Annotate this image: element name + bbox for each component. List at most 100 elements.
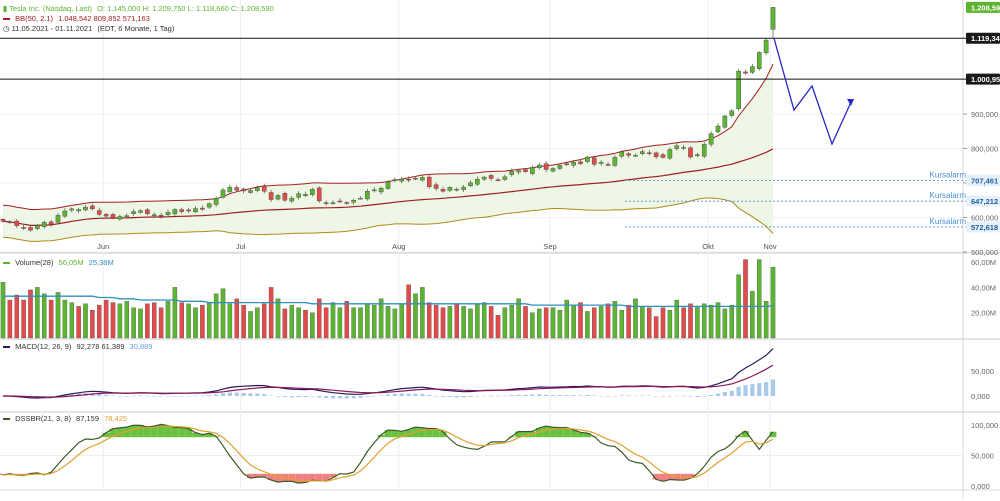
candle-body: [407, 179, 411, 180]
macd-histogram-bar: [503, 396, 507, 397]
candle-body: [338, 201, 342, 202]
macd-values: 92,278 61,389: [76, 342, 124, 351]
volume-bar: [372, 305, 376, 338]
macd-histogram-bar: [42, 396, 46, 397]
macd-histogram-bar: [551, 395, 555, 396]
candle-body: [606, 164, 610, 165]
volume-bar: [379, 299, 383, 338]
macd-histogram-bar: [310, 396, 314, 397]
volume-bar: [242, 305, 246, 338]
macd-histogram-bar: [303, 396, 307, 397]
macd-histogram-bar: [668, 396, 672, 397]
macd-histogram-bar: [771, 379, 775, 396]
month-label: Nov: [763, 242, 777, 251]
month-label: Jul: [236, 242, 246, 251]
macd-histogram-bar: [372, 396, 376, 397]
dss-icon: [3, 418, 10, 420]
price-tick-label: 600,000: [971, 213, 998, 222]
candle-body: [599, 162, 603, 163]
month-label: Jun: [97, 242, 109, 251]
macd-histogram-bar: [482, 396, 486, 397]
candle-body: [83, 207, 87, 210]
period-detail: (EDT, 6 Monate, 1 Tag): [97, 24, 174, 33]
macd-histogram-bar: [317, 396, 321, 397]
alarm2-tag: 647,212: [971, 197, 998, 206]
candle-body: [1, 219, 5, 221]
alarm-label: Kursalarm: [930, 217, 967, 226]
candle-body: [372, 190, 376, 191]
macd-histogram-bar: [510, 395, 514, 396]
volume-bar: [49, 300, 53, 338]
macd-histogram-bar: [675, 396, 679, 397]
candle-body: [661, 155, 665, 158]
volume-bar: [482, 303, 486, 338]
volume-bar: [111, 303, 115, 338]
macd-histogram-bar: [145, 396, 149, 397]
dss-oversold-fill: [309, 474, 316, 480]
candle-body: [193, 209, 197, 212]
candle-body: [709, 134, 713, 145]
volume-bar: [496, 315, 500, 338]
volume-bar: [613, 301, 617, 338]
macd-histogram-bar: [764, 382, 768, 396]
candle-body: [592, 158, 596, 164]
volume-bar: [599, 306, 603, 338]
volume-tick-label: 20,00M: [971, 309, 996, 318]
candle-body: [118, 216, 122, 219]
volume-bar: [510, 305, 514, 338]
candle-body: [8, 222, 12, 223]
macd-histogram-bar: [97, 394, 101, 396]
volume-bar: [193, 308, 197, 338]
candle-body: [214, 198, 218, 204]
macd-histogram-bar: [530, 395, 534, 396]
candle-body: [427, 177, 431, 187]
macd-legend: MACD(12, 26, 9) 92,278 61,389 30,889: [3, 342, 152, 352]
macd-histogram-bar: [441, 396, 445, 397]
volume-bar: [523, 306, 527, 338]
volume-bar: [695, 306, 699, 338]
dss-overbought-fill: [137, 425, 144, 437]
volume-bar: [132, 308, 136, 338]
volume-bar: [420, 287, 424, 338]
macd-histogram-bar: [407, 394, 411, 396]
volume-bar: [324, 308, 328, 338]
candle-body: [743, 72, 747, 73]
dss-overbought-fill: [178, 427, 185, 437]
macd-histogram-bar: [523, 395, 527, 396]
candle-body: [303, 194, 307, 195]
macd-histogram-bar: [743, 385, 747, 396]
volume-avg-value: 25,38M: [89, 258, 114, 267]
candle-body: [764, 40, 768, 53]
volume-tick-label: 60,00M: [971, 258, 996, 267]
macd-histogram-bar: [297, 396, 301, 397]
candle-body: [448, 187, 452, 190]
alarm-label: Kursalarm: [930, 170, 967, 179]
macd-histogram-bar: [221, 393, 225, 396]
volume-bar: [173, 287, 177, 338]
macd-histogram-bar: [132, 396, 136, 397]
macd-histogram-bar: [647, 396, 651, 397]
candle-body: [35, 225, 39, 228]
macd-histogram-bar: [695, 396, 699, 397]
volume-bar: [159, 308, 163, 338]
main-legend-title: ▮ Tesla Inc. (Nasdaq, Last) O: 1.145,000…: [3, 4, 274, 14]
volume-bar: [290, 305, 294, 338]
macd-histogram-bar: [269, 395, 273, 396]
month-label: Aug: [392, 242, 405, 251]
volume-bar: [386, 306, 390, 338]
macd-histogram-bar: [365, 396, 369, 397]
macd-histogram-bar: [592, 396, 596, 397]
volume-bar: [468, 309, 472, 338]
candle-body: [510, 171, 514, 174]
mid-line-tag: 1.000,955: [971, 75, 1000, 84]
macd-histogram-bar: [627, 395, 631, 396]
volume-bar: [152, 303, 156, 338]
macd-histogram-bar: [290, 396, 294, 397]
dss-oversold-fill: [295, 474, 302, 483]
macd-histogram-bar: [455, 396, 459, 397]
volume-bar: [750, 291, 754, 338]
candle-body: [468, 183, 472, 186]
macd-histogram-bar: [214, 394, 218, 396]
volume-value: 56,05M: [59, 258, 84, 267]
macd-histogram-bar: [235, 393, 239, 396]
